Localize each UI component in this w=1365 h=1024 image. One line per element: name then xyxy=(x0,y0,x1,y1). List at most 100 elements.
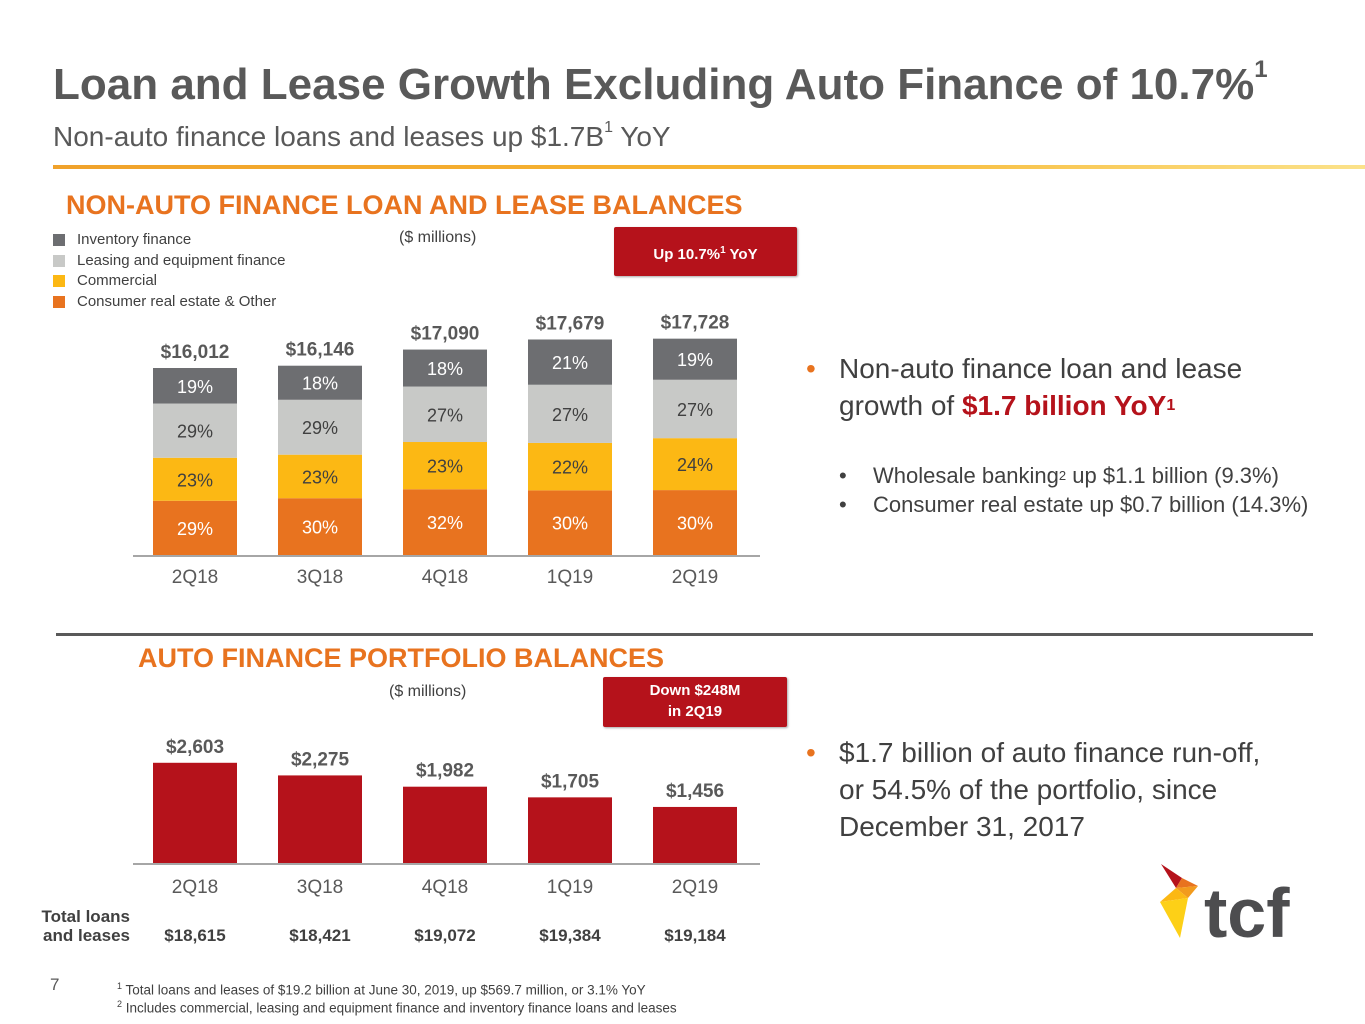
segment-percent-label: 24% xyxy=(677,455,713,475)
bar-segment-leasing xyxy=(653,379,737,439)
legend-swatch xyxy=(53,275,65,288)
x-tick-label: 2Q18 xyxy=(172,567,218,588)
segment-percent-label: 27% xyxy=(677,400,713,420)
auto-bar xyxy=(278,775,362,863)
bar-value-label: $2,275 xyxy=(291,749,350,770)
tcf-logo-mark: tcf xyxy=(1160,864,1290,952)
page-title: Loan and Lease Growth Excluding Auto Fin… xyxy=(53,56,1268,109)
total-loans-value: $19,072 xyxy=(414,926,476,945)
page-number: 7 xyxy=(50,975,60,994)
bar-total-label: $16,012 xyxy=(161,342,230,363)
x-tick-label: 4Q18 xyxy=(422,877,468,898)
auto-bar xyxy=(153,762,237,863)
bar-segment-leasing xyxy=(403,386,487,443)
bar-segment-consumer xyxy=(403,489,487,555)
segment-percent-label: 23% xyxy=(177,470,213,490)
bar-segment-commercial xyxy=(528,442,612,491)
bar-segment-inventory xyxy=(403,349,487,387)
legend-swatch xyxy=(53,254,65,267)
bar-total-label: $17,728 xyxy=(661,313,730,334)
x-tick-label: 4Q18 xyxy=(422,567,468,588)
total-loans-label: Total loans and leases xyxy=(41,907,130,945)
bar-segment-consumer xyxy=(528,490,612,555)
auto-section-title: AUTO FINANCE PORTFOLIO BALANCES xyxy=(138,643,664,673)
auto-bar-chart: $2,603 2Q18 $2,275 3Q18 $1,982 4Q18 $1,705 1Q19… xyxy=(133,737,760,898)
bar-segment-leasing xyxy=(528,384,612,443)
bar-total-label: $17,090 xyxy=(411,324,480,345)
bar-segment-leasing xyxy=(153,403,237,458)
sub-bullet-consumer-real-estate: • Consumer real estate up $0.7 billion (… xyxy=(839,492,1309,517)
bar-segment-commercial xyxy=(653,438,737,491)
bar-segment-consumer xyxy=(278,498,362,555)
x-tick-label: 3Q18 xyxy=(297,877,343,898)
auto-bar xyxy=(403,786,487,863)
segment-percent-label: 32% xyxy=(427,513,463,533)
non-auto-legend: Inventory finance Leasing and equipment … xyxy=(53,230,286,312)
legend-item-commercial: Commercial xyxy=(53,271,286,292)
total-loans-value: $19,384 xyxy=(539,926,601,945)
legend-swatch xyxy=(53,295,65,308)
x-tick-label: 2Q18 xyxy=(172,877,218,898)
segment-percent-label: 23% xyxy=(427,457,463,477)
footnote-2: 2 Includes commercial, leasing and equip… xyxy=(117,999,677,1016)
bar-segment-inventory xyxy=(528,339,612,385)
tcf-logo-text: tcf xyxy=(1204,874,1290,944)
bar-segment-leasing xyxy=(278,399,362,455)
auto-bar xyxy=(653,806,737,863)
title-footnote-marker: 1 xyxy=(1254,56,1268,83)
highlight-growth-amount: $1.7 billion YoY1 xyxy=(961,390,1176,421)
x-tick-label: 3Q18 xyxy=(297,567,343,588)
bar-total-label: $17,679 xyxy=(536,313,605,334)
bar-total-label: $16,146 xyxy=(286,340,355,361)
total-loans-value: $18,615 xyxy=(164,926,226,945)
segment-percent-label: 30% xyxy=(677,514,713,534)
bar-value-label: $1,982 xyxy=(416,761,474,782)
bar-value-label: $2,603 xyxy=(166,737,224,758)
bar-segment-commercial xyxy=(153,457,237,501)
subtitle-footnote-marker: 1 xyxy=(604,119,613,136)
bar-segment-commercial xyxy=(278,454,362,499)
segment-percent-label: 30% xyxy=(302,518,338,538)
bar-segment-inventory xyxy=(653,338,737,380)
auto-decline-callout: Down $248M in 2Q19 xyxy=(603,677,787,727)
bar-value-label: $1,705 xyxy=(541,771,600,792)
bullet-dot: • xyxy=(806,353,816,384)
segment-percent-label: 29% xyxy=(302,418,338,438)
x-tick-label: 2Q19 xyxy=(672,567,718,588)
bar-segment-commercial xyxy=(403,442,487,490)
segment-percent-label: 27% xyxy=(427,405,463,425)
segment-percent-label: 29% xyxy=(177,519,213,539)
segment-percent-label: 19% xyxy=(177,377,213,397)
segment-percent-label: 18% xyxy=(302,374,338,394)
x-tick-label: 1Q19 xyxy=(547,877,593,898)
header-divider xyxy=(53,165,1365,169)
bullet-dot: • xyxy=(806,737,816,768)
non-auto-stacked-bar-chart: 29% 23% 29% 19% $16,012 2Q18 30% 23% 29% 18% $16,1… xyxy=(133,313,760,588)
legend-item-consumer: Consumer real estate & Other xyxy=(53,292,286,313)
tcf-logo: tcf xyxy=(1158,862,1318,952)
bar-segment-inventory xyxy=(278,365,362,400)
legend-swatch xyxy=(53,234,65,247)
segment-percent-label: 30% xyxy=(552,514,588,534)
page-subtitle: Non-auto finance loans and leases up $1.… xyxy=(53,119,671,152)
legend-item-inventory: Inventory finance xyxy=(53,230,286,251)
total-loans-value: $19,184 xyxy=(664,926,726,945)
segment-percent-label: 27% xyxy=(552,405,588,425)
bullet-non-auto-growth: • Non-auto finance loan and lease growth… xyxy=(806,350,1306,424)
bar-value-label: $1,456 xyxy=(666,781,724,802)
non-auto-growth-callout: Up 10.7%1 YoY xyxy=(614,227,797,276)
segment-percent-label: 22% xyxy=(552,458,588,478)
bullet-auto-runoff: • $1.7 billion of auto finance run-off, … xyxy=(806,734,1286,845)
segment-percent-label: 18% xyxy=(427,359,463,379)
segment-percent-label: 29% xyxy=(177,422,213,442)
x-tick-label: 1Q19 xyxy=(547,567,593,588)
x-tick-label: 2Q19 xyxy=(672,877,718,898)
auto-bar xyxy=(528,797,612,863)
non-auto-units-label: ($ millions) xyxy=(399,229,477,246)
bar-segment-inventory xyxy=(153,368,237,404)
bar-segment-consumer xyxy=(153,500,237,555)
non-auto-section-title: NON-AUTO FINANCE LOAN AND LEASE BALANCES xyxy=(66,190,743,220)
auto-units-label: ($ millions) xyxy=(389,683,467,700)
total-loans-value: $18,421 xyxy=(289,926,351,945)
segment-percent-label: 21% xyxy=(552,353,588,373)
